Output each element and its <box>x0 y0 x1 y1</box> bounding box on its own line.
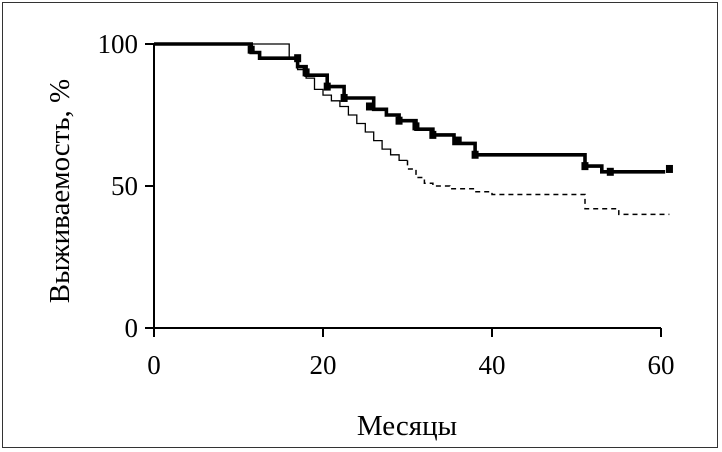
series-1-censor-mark <box>395 116 403 125</box>
y-tick-label: 50 <box>111 171 138 201</box>
series-1-censor-mark <box>665 164 673 173</box>
series-1-line <box>154 42 666 174</box>
series-1-censor-mark <box>471 150 479 159</box>
series-2-line-dashed <box>406 160 670 216</box>
x-axis-label: Месяцы <box>357 410 457 442</box>
y-tick-label: 0 <box>125 313 139 343</box>
series-1-censor-mark <box>302 68 310 77</box>
series-1-censor-mark <box>454 136 462 145</box>
x-tick-label: 60 <box>648 350 675 380</box>
series-1-censor-mark <box>294 54 302 63</box>
x-tick-label: 40 <box>479 350 506 380</box>
series-1-censor-mark <box>323 82 331 91</box>
series-1-censor-mark <box>429 130 437 139</box>
ticks: 0 20 40 60 0 50 100 <box>98 29 675 380</box>
series-1-censor-mark <box>606 167 614 176</box>
figure-frame: 0 20 40 60 0 50 100 Месяцы Выживаемость, % <box>2 2 718 448</box>
series-1-censor-mark <box>247 45 255 54</box>
survival-chart: 0 20 40 60 0 50 100 Месяцы Выживаемость, % <box>44 29 675 442</box>
series-1-censor-mark <box>365 102 373 111</box>
axes <box>153 44 661 329</box>
y-axis-label: Выживаемость, % <box>44 79 76 303</box>
series-1-censor-mark <box>581 162 589 171</box>
x-tick-label: 20 <box>310 350 337 380</box>
series-2-line-solid <box>154 43 408 162</box>
series-layer <box>154 42 673 216</box>
series-1-censor-mark <box>340 93 348 102</box>
series-1-censor-mark <box>412 122 420 131</box>
y-tick-label: 100 <box>98 29 139 59</box>
x-tick-label: 0 <box>147 350 161 380</box>
